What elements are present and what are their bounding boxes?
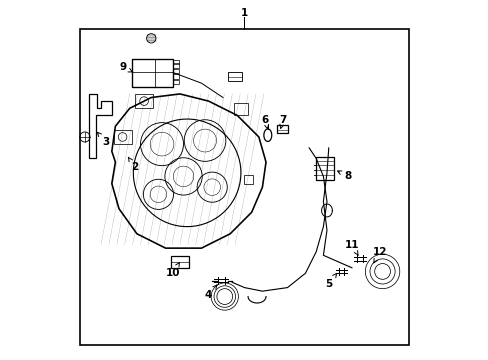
Text: 3: 3 xyxy=(97,132,110,147)
Text: 9: 9 xyxy=(119,62,132,72)
Text: 11: 11 xyxy=(344,240,359,256)
Text: 8: 8 xyxy=(337,171,351,181)
Text: 6: 6 xyxy=(261,115,268,129)
Text: 5: 5 xyxy=(325,274,336,289)
Text: 12: 12 xyxy=(372,247,386,263)
Text: 10: 10 xyxy=(165,262,180,278)
Text: 7: 7 xyxy=(279,115,286,129)
Text: 1: 1 xyxy=(241,8,247,18)
Text: 4: 4 xyxy=(204,285,217,300)
Text: 2: 2 xyxy=(128,157,139,172)
